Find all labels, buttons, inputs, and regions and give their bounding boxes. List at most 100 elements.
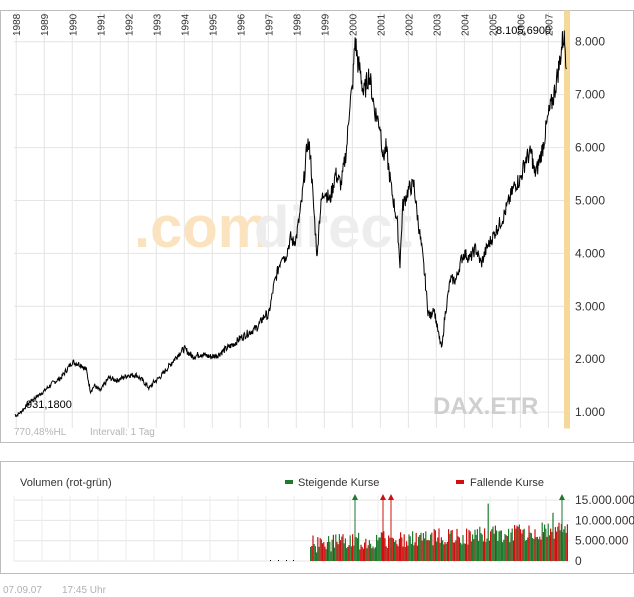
x-tick-label-1994: 1994 xyxy=(180,13,191,36)
volume-bar xyxy=(562,532,564,561)
volume-bar xyxy=(310,547,312,561)
volume-bar xyxy=(499,530,501,561)
volume-bar xyxy=(533,539,535,561)
volume-bar xyxy=(527,537,529,561)
volume-bar xyxy=(316,552,318,561)
low-value-label: 931,1800 xyxy=(26,399,72,411)
y-tick-label-2: 3.000 xyxy=(575,299,605,313)
volume-bar xyxy=(463,543,465,561)
x-tick-label-1991: 1991 xyxy=(96,13,107,36)
volume-bar xyxy=(520,529,522,561)
volume-bar xyxy=(326,542,328,561)
volume-bar xyxy=(410,543,412,561)
volume-bar xyxy=(461,544,463,561)
volume-bar xyxy=(398,538,400,561)
y-tick-label-7: 8.000 xyxy=(575,35,605,49)
volume-bar xyxy=(374,547,376,561)
volume-bar xyxy=(350,546,352,561)
x-axis-labels: 1988 1989 1990 1991 1992 1993 1994 1995 1996 1997… xyxy=(12,13,555,36)
volume-bar xyxy=(356,538,358,561)
volume-bar xyxy=(473,539,475,561)
volume-bar xyxy=(368,540,370,561)
x-tick-label-1993: 1993 xyxy=(152,13,163,36)
volume-bar xyxy=(538,539,540,561)
volume-bar xyxy=(313,544,315,561)
volume-bar xyxy=(386,547,388,561)
volume-bar xyxy=(380,532,382,561)
volume-bar xyxy=(419,535,421,561)
volume-bar xyxy=(438,528,440,561)
x-tick-label-1992: 1992 xyxy=(124,13,135,36)
volume-bar xyxy=(328,536,330,561)
volume-bar xyxy=(446,541,448,561)
volume-bar xyxy=(479,526,481,561)
volume-bar xyxy=(445,543,447,561)
volume-bar xyxy=(418,536,420,561)
volume-bar xyxy=(456,528,458,561)
volume-bar xyxy=(415,532,417,561)
volume-y-tick-1: 5.000.000 xyxy=(575,534,629,548)
volume-bar xyxy=(325,549,327,561)
volume-bar xyxy=(551,531,553,561)
volume-bar xyxy=(558,522,560,561)
volume-bar xyxy=(396,544,398,561)
volume-bar xyxy=(421,540,423,561)
volume-bar xyxy=(376,534,378,561)
x-tick-label-1995: 1995 xyxy=(208,13,219,36)
volume-bar xyxy=(542,532,544,561)
x-tick-label-1989: 1989 xyxy=(40,13,51,36)
legend-up-swatch xyxy=(285,480,293,484)
volume-bar xyxy=(462,535,464,561)
volume-bar xyxy=(319,538,321,561)
watermark-direct: direct xyxy=(254,195,412,260)
volume-bar xyxy=(367,545,369,561)
volume-bar xyxy=(414,542,416,561)
volume-bar xyxy=(475,534,477,561)
volume-bar xyxy=(449,533,451,561)
volume-bar xyxy=(524,540,526,561)
volume-bar xyxy=(444,542,446,561)
x-tick-label-1996: 1996 xyxy=(236,13,247,36)
volume-bar xyxy=(492,526,494,561)
volume-bar xyxy=(424,538,426,561)
volume-bar xyxy=(457,536,459,561)
volume-bar xyxy=(481,534,483,561)
volume-bar xyxy=(472,534,474,561)
volume-bar xyxy=(523,528,525,561)
x-tick-label-2003: 2003 xyxy=(432,13,443,36)
volume-spike-arrow xyxy=(352,494,358,500)
volume-bar-small xyxy=(286,560,287,561)
volume-y-tick-3: 15.000.000 xyxy=(575,493,634,507)
volume-y-tick-2: 10.000.000 xyxy=(575,513,634,527)
volume-bar xyxy=(517,526,519,561)
volume-bar xyxy=(348,545,350,561)
volume-bar xyxy=(497,541,499,561)
volume-bar xyxy=(516,525,518,561)
volume-bar xyxy=(455,540,457,561)
volume-bar xyxy=(488,540,490,561)
volume-bar xyxy=(547,523,549,561)
volume-bar xyxy=(482,541,484,561)
volume-bar xyxy=(532,537,534,561)
volume-bar xyxy=(352,534,354,561)
y-tick-label-3: 4.000 xyxy=(575,246,605,260)
volume-bar xyxy=(541,522,543,561)
volume-bar xyxy=(401,537,403,561)
volume-bar xyxy=(416,545,418,561)
volume-bar xyxy=(425,531,427,561)
volume-bar xyxy=(349,535,351,561)
volume-bar xyxy=(373,548,375,561)
volume-bar xyxy=(338,534,340,561)
volume-bar xyxy=(370,543,372,561)
volume-bar xyxy=(544,524,546,561)
watermark-com: .com xyxy=(134,195,269,260)
volume-bar xyxy=(486,538,488,561)
y-tick-label-5: 6.000 xyxy=(575,141,605,155)
volume-bar xyxy=(443,544,445,561)
range-info: 770,48%HL xyxy=(14,427,67,438)
interval-info: Intervall: 1 Tag xyxy=(90,427,155,438)
legend-up-label: Steigende Kurse xyxy=(298,477,379,489)
volume-bar xyxy=(490,531,492,561)
y-axis-labels: 1.000 2.000 3.000 4.000 5.000 6.000 7.000 8.000 xyxy=(575,35,605,419)
price-series-line xyxy=(14,30,567,418)
